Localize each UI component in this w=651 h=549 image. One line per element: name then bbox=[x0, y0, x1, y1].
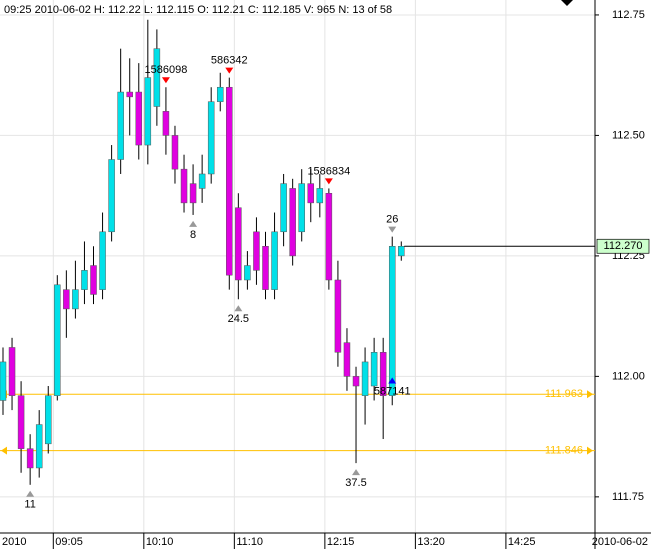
candle-body bbox=[117, 91, 124, 160]
candle-body bbox=[244, 265, 251, 281]
date-label: 2010-06-02 bbox=[592, 536, 648, 548]
candle-body bbox=[90, 265, 97, 295]
candle-body bbox=[0, 361, 7, 401]
candle-body bbox=[325, 192, 333, 281]
candle-body bbox=[262, 246, 269, 290]
signal-label: 24.5 bbox=[228, 313, 249, 325]
signal-label: 11 bbox=[24, 499, 35, 511]
chart-title: 09:25 2010-06-02 H: 112.22 L: 112.115 O:… bbox=[4, 4, 392, 16]
x-tick-label: 14:25 bbox=[508, 536, 536, 548]
candle-body bbox=[343, 342, 351, 377]
candle-body bbox=[289, 188, 296, 257]
signal-marker bbox=[352, 469, 361, 476]
candle-body bbox=[253, 231, 260, 271]
x-tick-label: 10:10 bbox=[146, 536, 174, 548]
signal-label: 587141 bbox=[374, 385, 411, 397]
signal-label: 586342 bbox=[211, 54, 248, 66]
candle-body bbox=[361, 361, 369, 396]
candle-body bbox=[280, 183, 287, 233]
signal-marker bbox=[234, 305, 243, 312]
candle-body bbox=[216, 86, 224, 102]
signal-marker bbox=[225, 67, 234, 74]
signal-marker bbox=[388, 377, 397, 384]
signal-label: 8 bbox=[190, 229, 196, 241]
candle-body bbox=[271, 231, 278, 290]
candle-body bbox=[72, 289, 79, 310]
candle-body bbox=[126, 91, 133, 98]
candle-body bbox=[189, 183, 197, 204]
corner-marker bbox=[561, 0, 573, 6]
candle-body bbox=[298, 183, 305, 233]
candle-body bbox=[81, 270, 88, 290]
signal-label: 1586098 bbox=[145, 64, 188, 76]
candle-body bbox=[17, 395, 25, 449]
signal-marker bbox=[26, 490, 35, 497]
candle-body bbox=[8, 347, 16, 396]
last-price-box bbox=[596, 238, 650, 254]
x-tick-label: 13:20 bbox=[417, 536, 445, 548]
candle-body bbox=[180, 168, 188, 204]
candle-body bbox=[388, 246, 396, 396]
candle-body bbox=[99, 231, 106, 290]
level-label: 111.846 bbox=[545, 444, 583, 456]
signal-marker bbox=[324, 178, 333, 185]
candle-body bbox=[26, 448, 34, 469]
candle-body bbox=[144, 77, 152, 146]
candle-body bbox=[334, 279, 342, 353]
level-arrow bbox=[587, 390, 593, 399]
x-tick-label: 2010 bbox=[2, 536, 26, 548]
candle-body bbox=[162, 111, 170, 136]
candle-body bbox=[370, 352, 378, 387]
candle-body bbox=[398, 246, 405, 257]
level-arrow bbox=[587, 446, 593, 455]
candle-body bbox=[35, 424, 43, 469]
level-arrow bbox=[1, 446, 7, 455]
y-tick-label: 111.75 bbox=[612, 491, 644, 503]
last-price-label: 112.270 bbox=[604, 240, 643, 252]
candle-body bbox=[352, 376, 360, 387]
y-tick-label: 112.00 bbox=[612, 370, 645, 382]
candle-body bbox=[226, 86, 233, 276]
candle-body bbox=[171, 135, 179, 170]
signal-label: 37.5 bbox=[345, 477, 366, 489]
candle-body bbox=[54, 284, 61, 396]
candle-body bbox=[307, 183, 315, 204]
signal-marker bbox=[161, 77, 170, 84]
signal-marker bbox=[189, 220, 198, 227]
candle-body bbox=[198, 173, 206, 189]
signal-marker bbox=[388, 226, 397, 233]
candle-body bbox=[235, 207, 242, 281]
candle-body bbox=[316, 188, 324, 204]
candle-body bbox=[108, 159, 115, 233]
y-tick-label: 112.75 bbox=[612, 9, 645, 21]
signal-label: 1586834 bbox=[307, 165, 350, 177]
signal-label: 26 bbox=[386, 214, 398, 226]
candle-body bbox=[153, 48, 161, 107]
candle-body bbox=[135, 91, 143, 146]
x-tick-label: 09:05 bbox=[55, 536, 83, 548]
level-label: 111.963 bbox=[545, 388, 583, 400]
candle-body bbox=[63, 289, 70, 310]
candle-body bbox=[207, 101, 215, 175]
candle-body bbox=[379, 352, 387, 396]
candle-body bbox=[44, 395, 52, 445]
y-tick-label: 112.50 bbox=[612, 129, 645, 141]
x-tick-label: 11:10 bbox=[236, 536, 263, 548]
x-tick-label: 12:15 bbox=[327, 536, 355, 548]
